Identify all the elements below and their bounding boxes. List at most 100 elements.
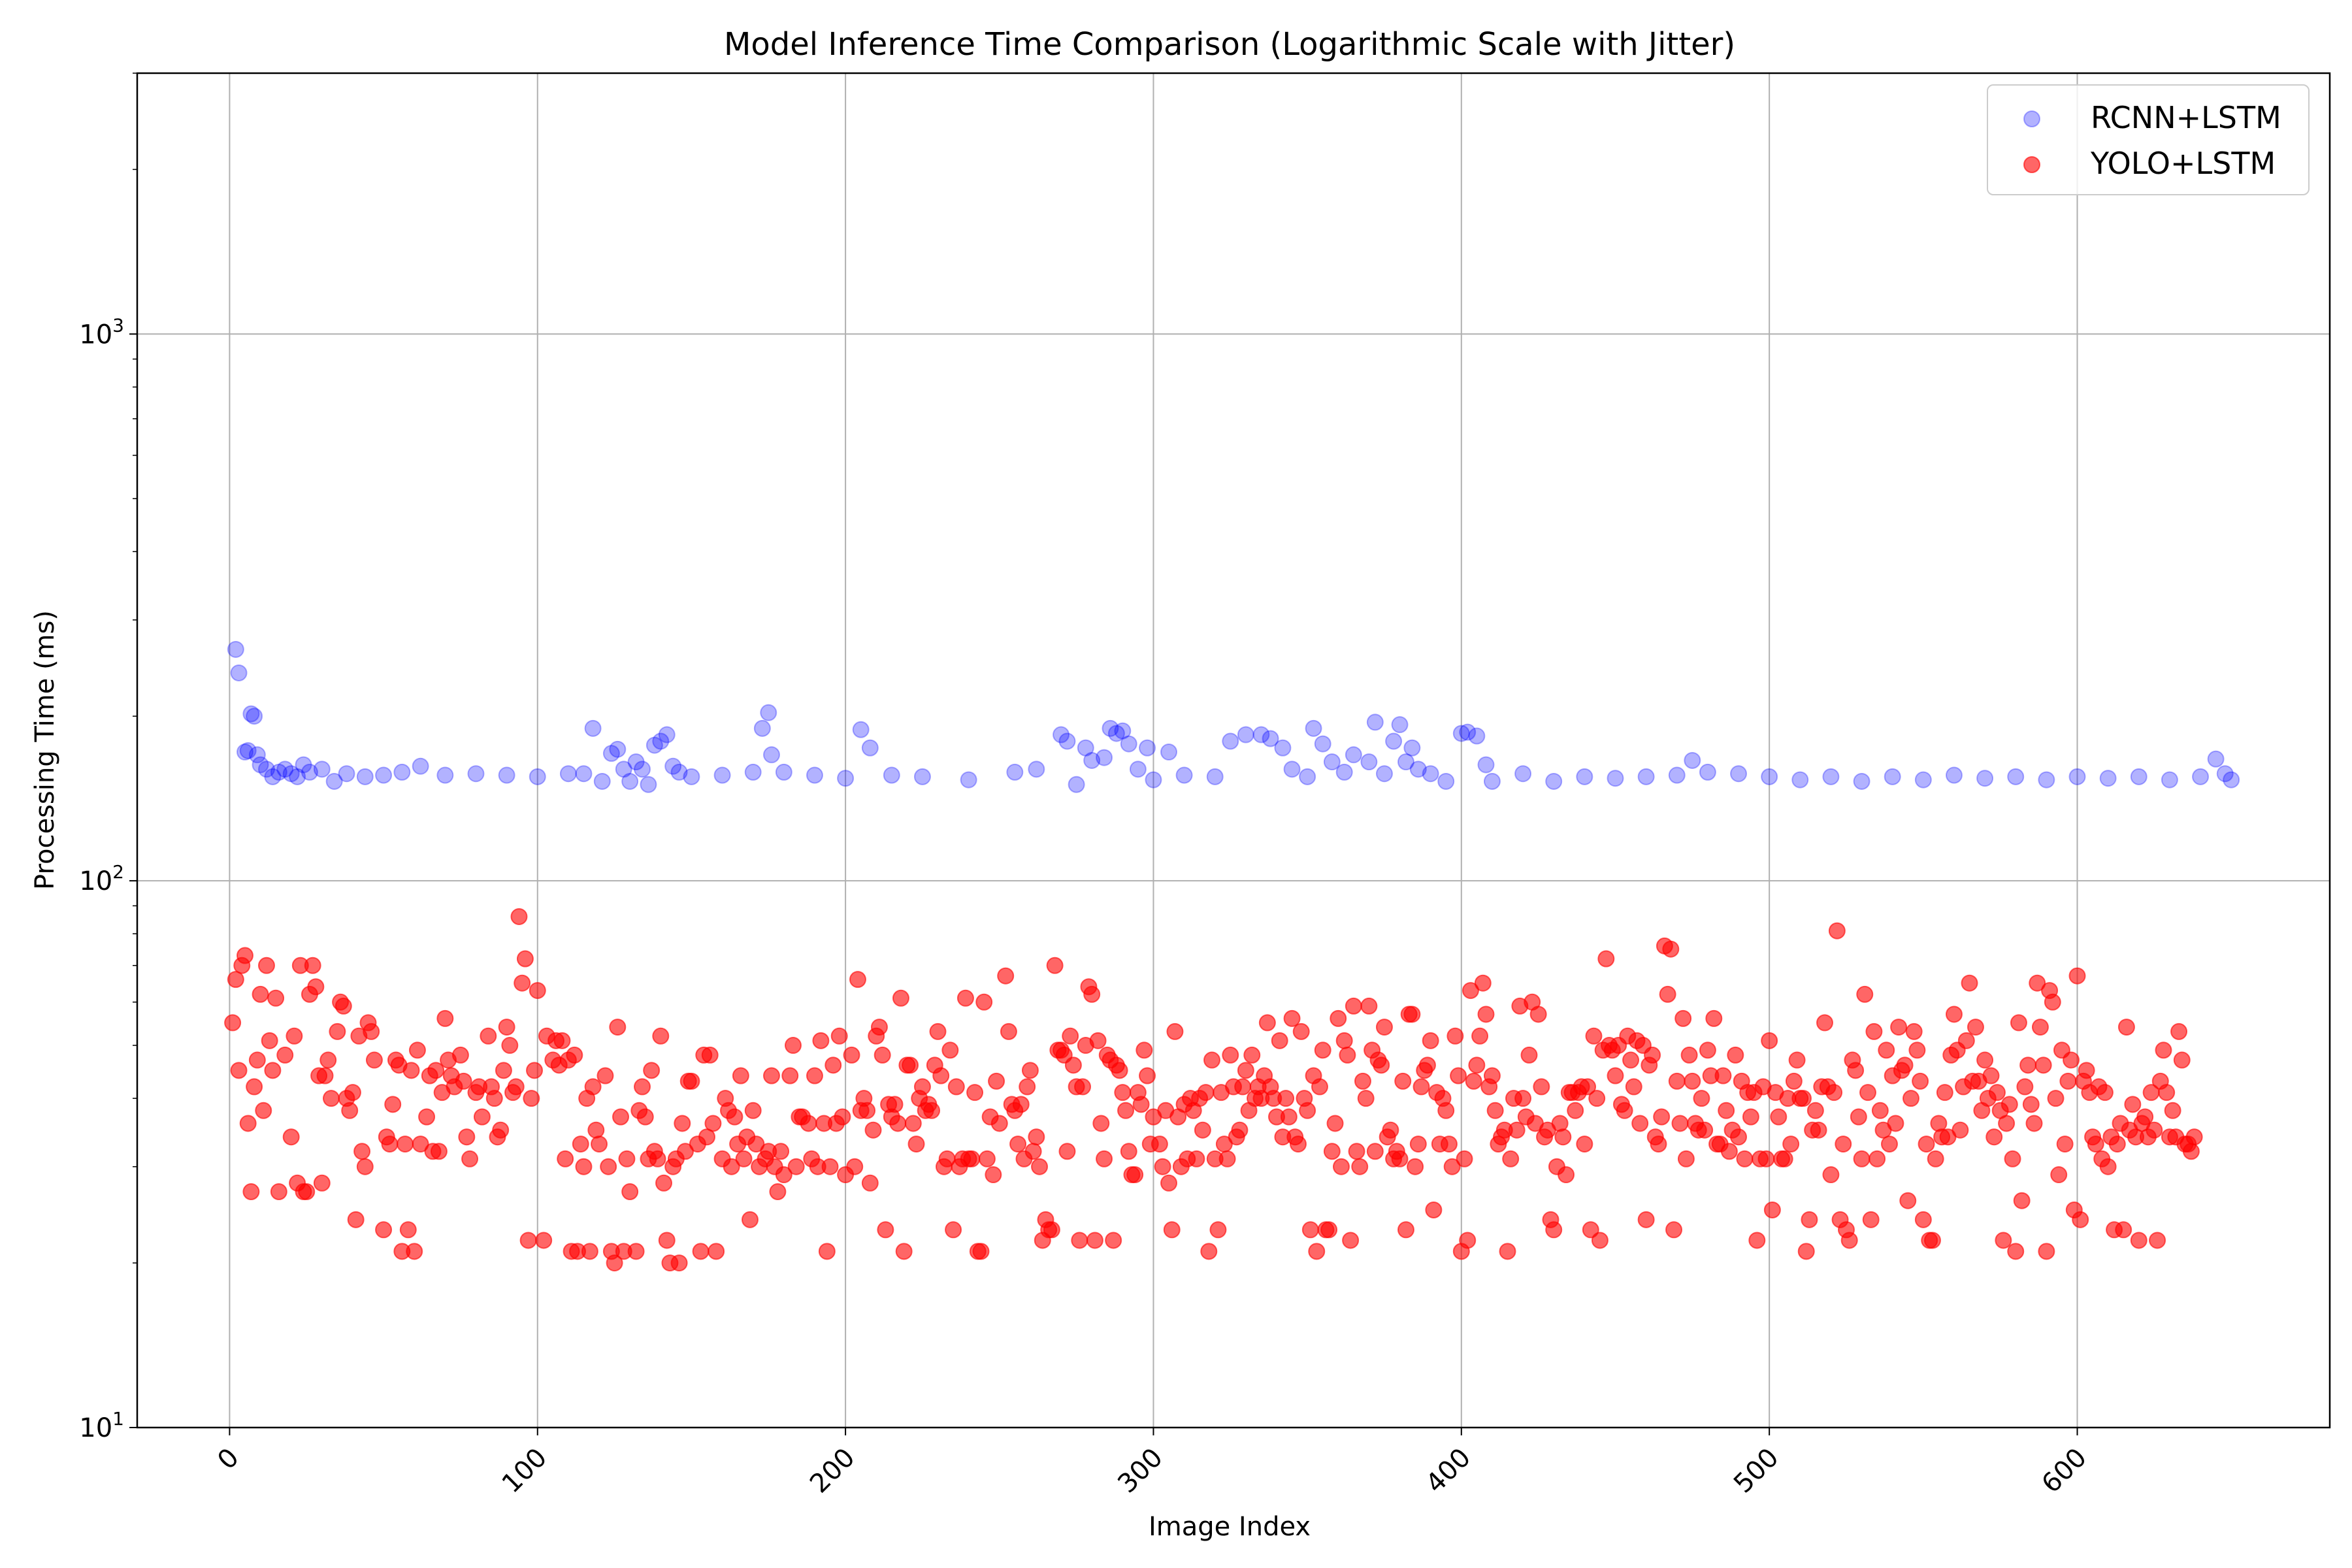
data-point — [2007, 1243, 2025, 1260]
data-point — [1160, 1174, 1178, 1192]
data-point — [286, 1027, 303, 1045]
data-point — [2022, 1096, 2040, 1113]
data-point — [514, 974, 531, 992]
data-point — [1514, 1090, 1532, 1107]
data-point — [1335, 1032, 1353, 1049]
data-point — [612, 1108, 630, 1126]
data-point — [1757, 1150, 1775, 1168]
data-point — [732, 1067, 749, 1085]
data-point — [1588, 1090, 1606, 1107]
data-point — [701, 1046, 719, 1064]
data-point — [1117, 1102, 1135, 1119]
data-point — [1884, 768, 1901, 785]
data-point — [307, 978, 325, 996]
data-point — [1086, 1232, 1103, 1249]
data-point — [1308, 1243, 1326, 1260]
data-point — [246, 1078, 263, 1096]
data-point — [708, 1243, 725, 1260]
data-point — [1862, 1211, 1880, 1228]
data-point — [627, 1243, 645, 1260]
data-point — [1637, 1211, 1655, 1228]
data-point — [2004, 1150, 2021, 1168]
data-point — [1422, 1032, 1439, 1049]
data-point — [1366, 1143, 1384, 1160]
data-point — [600, 1158, 617, 1175]
data-point — [1375, 1019, 1393, 1036]
data-point — [2149, 1232, 2166, 1249]
data-point — [529, 768, 546, 785]
data-point — [956, 989, 974, 1007]
data-point — [1058, 1143, 1076, 1160]
data-point — [960, 771, 977, 789]
y-tick-label: 103 — [79, 314, 124, 350]
data-point — [581, 1243, 598, 1260]
data-point — [1816, 1014, 1833, 1032]
data-point — [227, 640, 244, 658]
data-point — [1092, 1115, 1110, 1132]
data-point — [1840, 1232, 1858, 1249]
data-point — [1727, 1046, 1744, 1064]
data-point — [2216, 765, 2234, 783]
data-point — [1622, 1051, 1640, 1069]
data-point — [1763, 1201, 1781, 1218]
data-point — [1699, 763, 1716, 781]
data-point — [723, 1158, 740, 1175]
data-point — [1360, 753, 1378, 771]
data-point — [963, 1150, 981, 1168]
data-point — [1323, 1143, 1341, 1160]
data-point — [381, 1135, 399, 1153]
data-point — [800, 1115, 817, 1132]
data-point — [907, 1135, 925, 1153]
data-point — [1668, 766, 1686, 784]
data-point — [591, 1135, 608, 1153]
legend-marker-rcnn — [2023, 110, 2040, 127]
data-point — [467, 765, 485, 783]
data-point — [2038, 771, 2055, 789]
data-point — [239, 1115, 257, 1132]
data-point — [1237, 1062, 1254, 1079]
data-point — [1853, 772, 1870, 790]
data-point — [230, 664, 248, 681]
data-point — [1135, 1041, 1153, 1059]
data-point — [1068, 776, 1085, 793]
data-point — [335, 997, 352, 1015]
data-point — [1459, 1232, 1477, 1249]
data-point — [1151, 1135, 1168, 1153]
data-point — [941, 1041, 959, 1059]
data-point — [1776, 1150, 1793, 1168]
data-point — [1243, 1046, 1261, 1064]
data-point — [1850, 1108, 1867, 1126]
data-point — [1797, 1243, 1815, 1260]
data-point — [412, 1135, 429, 1153]
data-point — [1693, 1090, 1710, 1107]
data-point — [2016, 1078, 2034, 1096]
data-point — [1154, 1158, 1171, 1175]
data-point — [849, 971, 866, 988]
data-point — [1902, 1090, 1919, 1107]
data-point — [2185, 1128, 2203, 1146]
data-point — [1677, 1150, 1695, 1168]
data-point — [526, 1062, 544, 1079]
data-point — [1533, 1078, 1550, 1096]
data-point — [1397, 753, 1414, 771]
data-point — [246, 708, 263, 725]
data-point — [1277, 1090, 1295, 1107]
data-point — [975, 993, 993, 1011]
legend-marker-yolo — [2023, 156, 2040, 173]
data-point — [2044, 993, 2061, 1011]
data-point — [652, 1027, 670, 1045]
data-point — [2025, 1115, 2043, 1132]
legend-label-rcnn: RCNN+LSTM — [2091, 100, 2281, 135]
data-point — [602, 745, 620, 762]
data-point — [353, 1143, 371, 1160]
data-point — [2056, 1135, 2074, 1153]
data-point — [1471, 1027, 1489, 1045]
plot-frame — [136, 72, 2331, 1429]
data-point — [762, 1067, 780, 1085]
data-point — [507, 1078, 525, 1096]
data-point — [2078, 1062, 2095, 1079]
data-point — [2117, 1019, 2135, 1036]
data-point — [769, 1183, 787, 1201]
data-point — [2029, 974, 2046, 992]
